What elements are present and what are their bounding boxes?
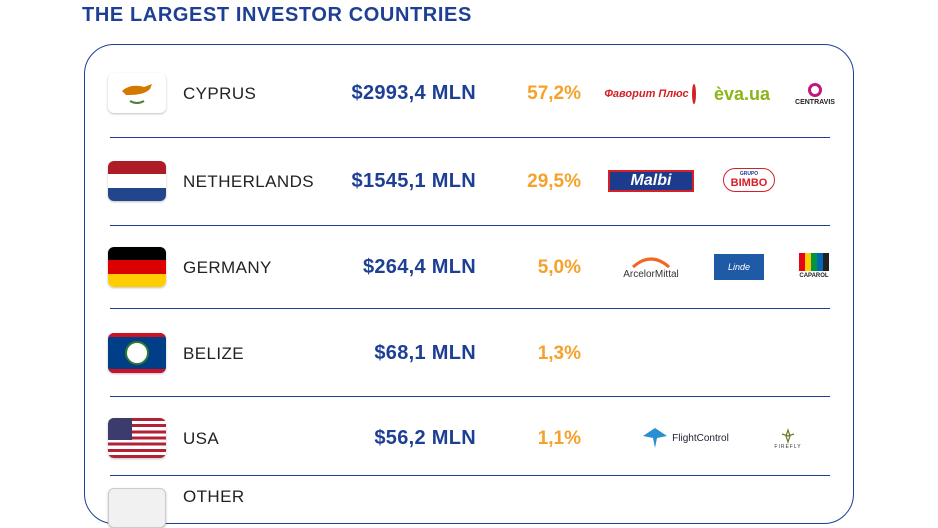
investor-card [84, 44, 854, 524]
flightcontrol-logo: FlightControl [637, 425, 733, 451]
country-name: GERMANY [183, 258, 272, 277]
country-name: CYPRUS [183, 84, 257, 103]
investment-percent: 5,0% [537, 257, 581, 278]
row-divider [110, 475, 830, 476]
row-divider [110, 225, 830, 226]
eva-logo: èva.ua [713, 83, 771, 104]
other-flag-icon [108, 488, 166, 528]
country-name: USA [183, 429, 220, 448]
investment-amount: $264,4 MLN [362, 256, 476, 278]
investment-percent: 57,2% [527, 83, 581, 104]
malbi-logo: Malbi [608, 170, 694, 192]
investment-percent: 1,3% [537, 343, 581, 364]
country-name: BELIZE [183, 344, 244, 363]
favorit-plus-logo: Фаворит Плюс [604, 80, 696, 108]
page-title: THE LARGEST INVESTOR COUNTRIES [82, 4, 472, 26]
grupo-bimbo-logo: GRUPO BIMBO [723, 168, 775, 192]
country-name: NETHERLANDS [183, 172, 314, 191]
netherlands-flag-icon [108, 161, 166, 201]
investment-amount: $68,1 MLN [374, 342, 476, 364]
row-divider [110, 308, 830, 309]
belize-flag-icon [108, 333, 166, 373]
cyprus-flag-icon [108, 73, 166, 113]
germany-flag-icon [108, 247, 166, 287]
investment-amount: $1545,1 MLN [351, 170, 476, 192]
caparol-logo: CAPAROL [796, 249, 832, 283]
row-divider [110, 137, 830, 138]
investment-percent: 1,1% [537, 428, 581, 449]
investment-percent: 29,5% [527, 171, 581, 192]
centravis-logo: CENTRAVIS [792, 78, 838, 110]
investment-amount: $2993,4 MLN [351, 82, 476, 104]
linde-logo: Linde [714, 254, 764, 280]
investment-amount: $56,2 MLN [374, 427, 476, 449]
firefly-logo: FIREFLY [768, 424, 808, 454]
usa-flag-icon [108, 418, 166, 458]
country-name: OTHER [183, 487, 245, 506]
arcelormittal-logo: ArcelorMittal [618, 250, 684, 284]
row-divider [110, 396, 830, 397]
